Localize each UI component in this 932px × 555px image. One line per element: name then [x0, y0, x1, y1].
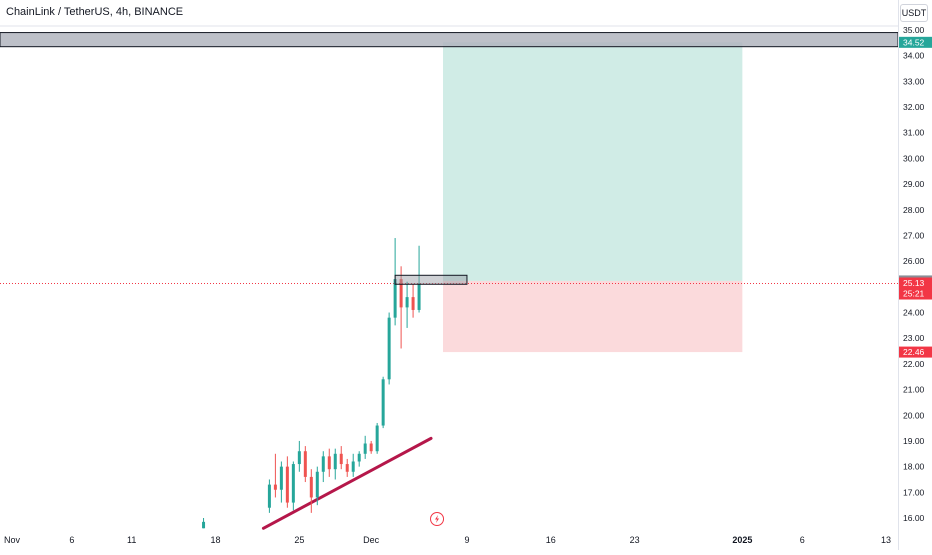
price-label-text: 22.46 — [903, 347, 925, 357]
candle-body — [273, 484, 277, 490]
y-tick-label: 27.00 — [903, 230, 925, 240]
price-label-badge — [899, 36, 932, 48]
y-tick-label: 17.00 — [903, 487, 925, 497]
candle-body — [309, 476, 313, 498]
candle-body — [369, 443, 373, 452]
chart-svg: Nov 6 11 18 25 Dec 9 16 23 2025 6 13 — [0, 25, 899, 545]
x-tick-label: 6 — [800, 535, 805, 545]
x-tick-label: 6 — [69, 535, 74, 545]
candle-body — [363, 443, 367, 454]
y-tick-label: 34.00 — [903, 51, 925, 61]
candle-body — [387, 317, 391, 380]
candle-body — [202, 521, 206, 529]
candle-body — [381, 379, 385, 426]
x-tick-label: 2025 — [732, 535, 752, 545]
y-tick-label: 26.00 — [903, 256, 925, 266]
y-tick-label: 33.00 — [903, 76, 925, 86]
candle-body — [315, 471, 319, 498]
candle-body — [267, 484, 271, 508]
price-scale-svg: 16.00 17.00 18.00 19.00 20.00 21.00 22.00 23.00… — [898, 0, 932, 550]
y-tick-label: 19.00 — [903, 436, 925, 446]
y-tick-label: 23.00 — [903, 333, 925, 343]
candle-body — [279, 466, 283, 490]
x-tick-label: 25 — [294, 535, 304, 545]
candle-body — [321, 456, 325, 472]
x-tick-label: Dec — [363, 535, 380, 545]
entry-zone[interactable] — [394, 274, 468, 285]
y-tick-label: 28.00 — [903, 205, 925, 215]
loss-zone[interactable] — [443, 280, 743, 353]
candle-body — [291, 464, 295, 503]
candle-body — [345, 464, 349, 472]
candle-body — [411, 297, 415, 310]
candle-body — [297, 451, 301, 465]
candle-body — [327, 456, 331, 470]
candle-body — [417, 283, 421, 310]
x-tick-label: 9 — [464, 535, 469, 545]
y-tick-label: 31.00 — [903, 128, 925, 138]
x-tick-label: 18 — [211, 535, 221, 545]
y-tick-label: 24.00 — [903, 308, 925, 318]
y-tick-label: 16.00 — [903, 513, 925, 523]
candle-body — [393, 279, 397, 318]
candle-body — [285, 466, 289, 503]
price-scale[interactable]: 16.00 17.00 18.00 19.00 20.00 21.00 22.00 23.00… — [898, 0, 932, 550]
y-tick-label: 18.00 — [903, 462, 925, 472]
candle-body — [405, 297, 409, 308]
x-tick-label: 16 — [546, 535, 556, 545]
lightning-glyph — [435, 515, 440, 523]
price-label-text: 34.52 — [903, 37, 925, 47]
x-tick-label: 11 — [127, 535, 136, 545]
currency-unit-button[interactable]: USDT — [900, 4, 928, 22]
price-label-countdown: 25:21 — [903, 289, 925, 299]
profit-zone[interactable] — [443, 42, 743, 281]
chart-area[interactable]: Nov 6 11 18 25 Dec 9 16 23 2025 6 13 — [0, 0, 899, 550]
price-label-badge — [899, 346, 932, 358]
candle-body — [339, 453, 343, 465]
y-tick-label: 20.00 — [903, 410, 925, 420]
candle-body — [303, 451, 307, 477]
price-label-badge — [899, 277, 932, 300]
x-tick-label: 13 — [881, 535, 891, 545]
y-tick-label: 30.00 — [903, 153, 925, 163]
y-tick-label: 29.00 — [903, 179, 925, 189]
x-tick-label: Nov — [4, 535, 21, 545]
x-tick-label: 23 — [630, 535, 640, 545]
y-tick-label: 22.00 — [903, 359, 925, 369]
candle-body — [375, 425, 379, 452]
candle-body — [399, 279, 403, 308]
y-tick-label: 21.00 — [903, 385, 925, 395]
y-tick-label: 32.00 — [903, 102, 925, 112]
price-label-text: 25.13 — [903, 278, 925, 288]
candle-body — [351, 461, 355, 472]
candle-body — [357, 453, 361, 462]
resistance-zone[interactable] — [0, 32, 899, 48]
y-tick-label: 35.00 — [903, 25, 925, 35]
trendline[interactable] — [261, 436, 433, 530]
candle-body — [333, 453, 337, 470]
chart-title: ChainLink / TetherUS, 4h, BINANCE — [6, 6, 184, 18]
